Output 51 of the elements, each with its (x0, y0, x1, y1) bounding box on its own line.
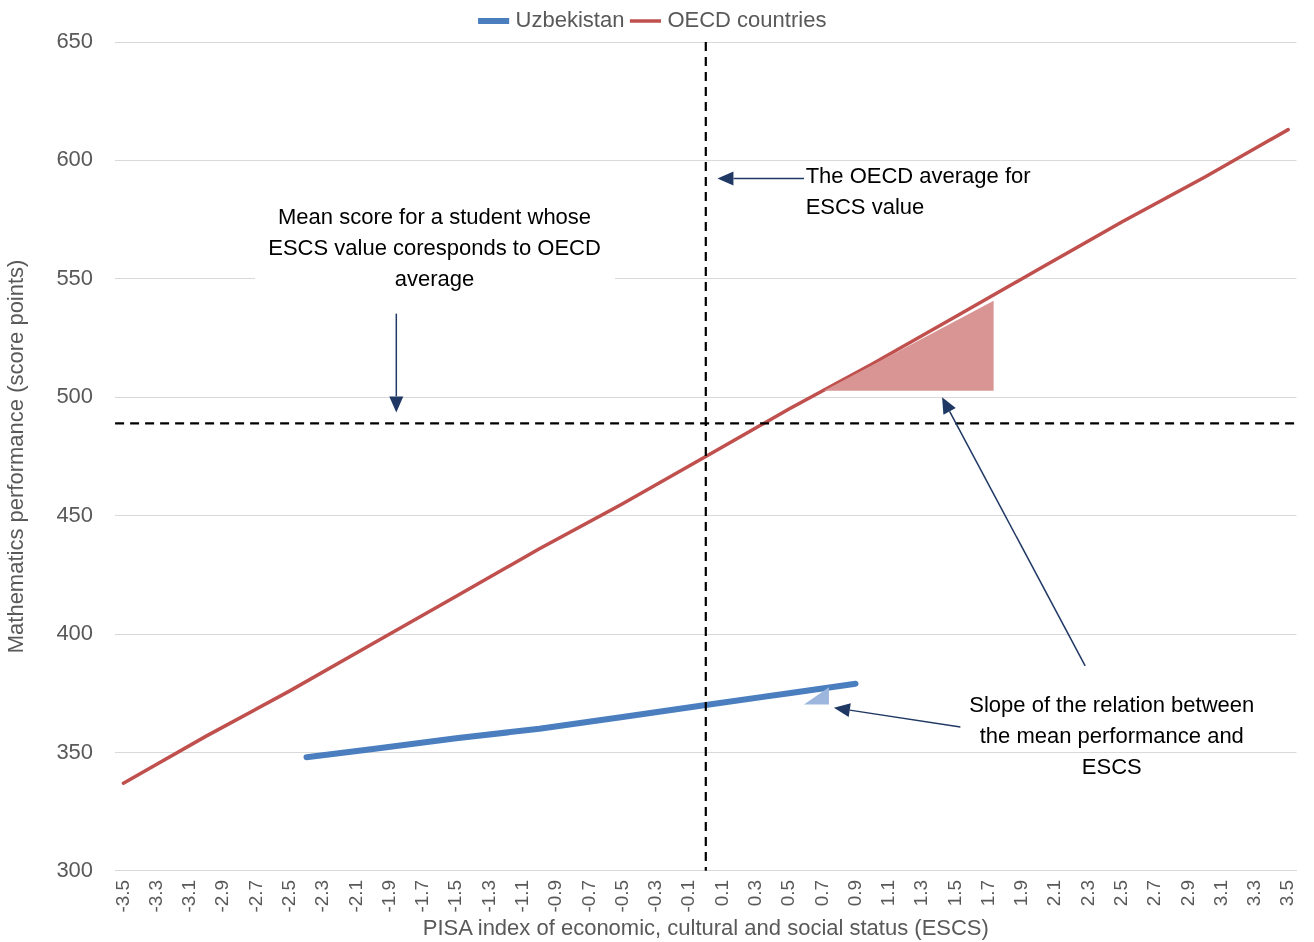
x-tick-label: -1.9 (377, 879, 399, 913)
y-tick-label: 650 (56, 28, 94, 54)
y-tick-label: 450 (56, 501, 94, 527)
x-tick-label: -2.5 (278, 879, 300, 913)
annotation: Slope of the relation between the mean performance and ESCS (968, 690, 1256, 781)
x-tick-label: 0.9 (843, 879, 865, 907)
x-tick-label: 3.3 (1243, 879, 1265, 907)
x-tick-label: 2.5 (1110, 879, 1132, 907)
y-tick-label: 600 (56, 146, 94, 172)
legend-label: OECD countries (667, 7, 827, 33)
x-tick-label: 1.9 (1010, 879, 1032, 907)
annotation: Mean score for a student whose ESCS value coresponds to OECD average (254, 200, 615, 294)
x-tick-label: 1.1 (877, 879, 899, 907)
x-tick-label: -2.7 (244, 879, 266, 913)
x-tick-label: -3.1 (178, 879, 200, 913)
x-tick-label: -0.3 (644, 879, 666, 913)
x-tick-label: -0.1 (677, 879, 699, 913)
legend-label: Uzbekistan (515, 7, 625, 33)
y-tick-label: 300 (56, 856, 94, 882)
x-tick-label: -1.3 (477, 879, 499, 913)
x-tick-label: -2.1 (344, 879, 366, 913)
x-tick-label: -0.5 (610, 879, 632, 913)
x-tick-label: -1.1 (511, 879, 532, 913)
y-tick-label: 500 (56, 383, 94, 409)
x-tick-label: 0.7 (810, 879, 832, 907)
x-axis-title: PISA index of economic, cultural and social status (ESCS) (422, 914, 989, 940)
x-tick-label: 2.3 (1076, 879, 1098, 907)
x-tick-label: 1.7 (976, 879, 998, 907)
x-tick-label: 2.9 (1176, 879, 1198, 907)
x-tick-label: 0.1 (710, 879, 732, 907)
x-tick-label: 0.5 (777, 879, 799, 907)
x-tick-label: -3.5 (111, 879, 133, 913)
y-tick-label: 550 (56, 264, 94, 290)
x-tick-label: -2.3 (311, 879, 333, 913)
x-tick-label: -0.7 (577, 879, 599, 913)
x-tick-label: 3.5 (1276, 879, 1298, 907)
annotation: The OECD average for ESCS value (805, 162, 1032, 222)
x-tick-label: -0.9 (544, 879, 566, 913)
y-tick-label: 350 (56, 738, 94, 764)
x-tick-label: 2.1 (1043, 879, 1065, 907)
y-axis-title: Mathematics performance (score points) (3, 259, 29, 654)
x-tick-label: -1.5 (444, 879, 466, 913)
x-tick-label: 1.5 (943, 879, 965, 907)
x-tick-label: -2.9 (211, 879, 233, 913)
x-tick-label: 2.7 (1143, 879, 1165, 907)
x-tick-label: 1.3 (910, 879, 932, 907)
x-tick-label: -3.3 (144, 879, 166, 913)
x-tick-label: 0.3 (743, 879, 765, 907)
y-tick-label: 400 (56, 620, 94, 646)
x-tick-label: -1.7 (411, 879, 433, 913)
x-tick-label: 3.1 (1209, 879, 1231, 907)
